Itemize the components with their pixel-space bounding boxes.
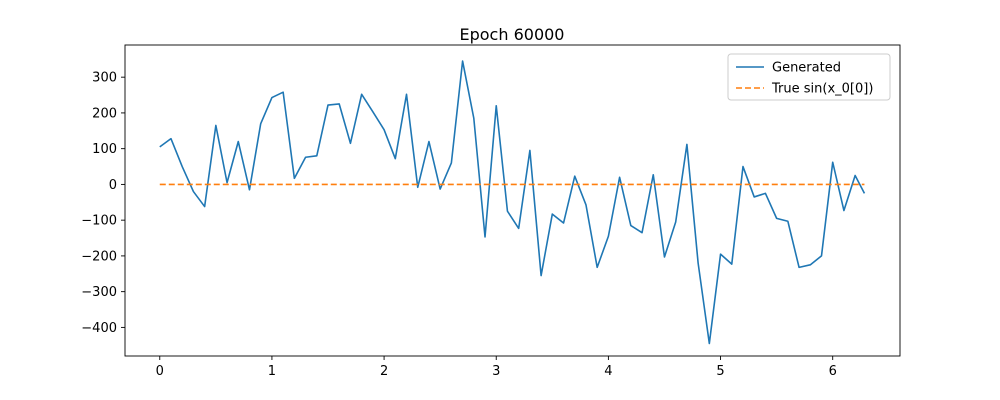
- x-tick-label: 3: [492, 364, 500, 379]
- axes: 0 1 2 3 4 5 6 −400 −300 −200 −100 0 100 200 300: [81, 44, 901, 379]
- x-tick-label: 1: [268, 364, 276, 379]
- legend-label-1: True sin(x_0[0]): [771, 82, 873, 97]
- y-tick-label: −200: [81, 249, 117, 264]
- y-tick-label: 200: [92, 106, 117, 121]
- y-tick-label: 100: [92, 142, 117, 157]
- x-tick-label: 0: [156, 364, 164, 379]
- legend-label-0: Generated: [772, 61, 841, 76]
- legend: Generated True sin(x_0[0]): [727, 53, 891, 101]
- x-tick-label: 2: [380, 364, 388, 379]
- legend-box: [727, 53, 891, 101]
- series-line-0: [159, 60, 866, 345]
- plot-area: [159, 60, 866, 345]
- y-tick-label: −300: [81, 285, 117, 300]
- y-tick-label: 300: [92, 71, 117, 86]
- x-tick-label: 4: [604, 364, 612, 379]
- x-tick-label: 5: [716, 364, 724, 379]
- y-tick-label: 0: [109, 178, 117, 193]
- y-tick-label: −100: [81, 214, 117, 229]
- chart-title: Epoch 60000: [460, 25, 565, 44]
- axes-frame: [124, 44, 901, 357]
- x-tick-label: 6: [829, 364, 837, 379]
- y-tick-label: −400: [81, 321, 117, 336]
